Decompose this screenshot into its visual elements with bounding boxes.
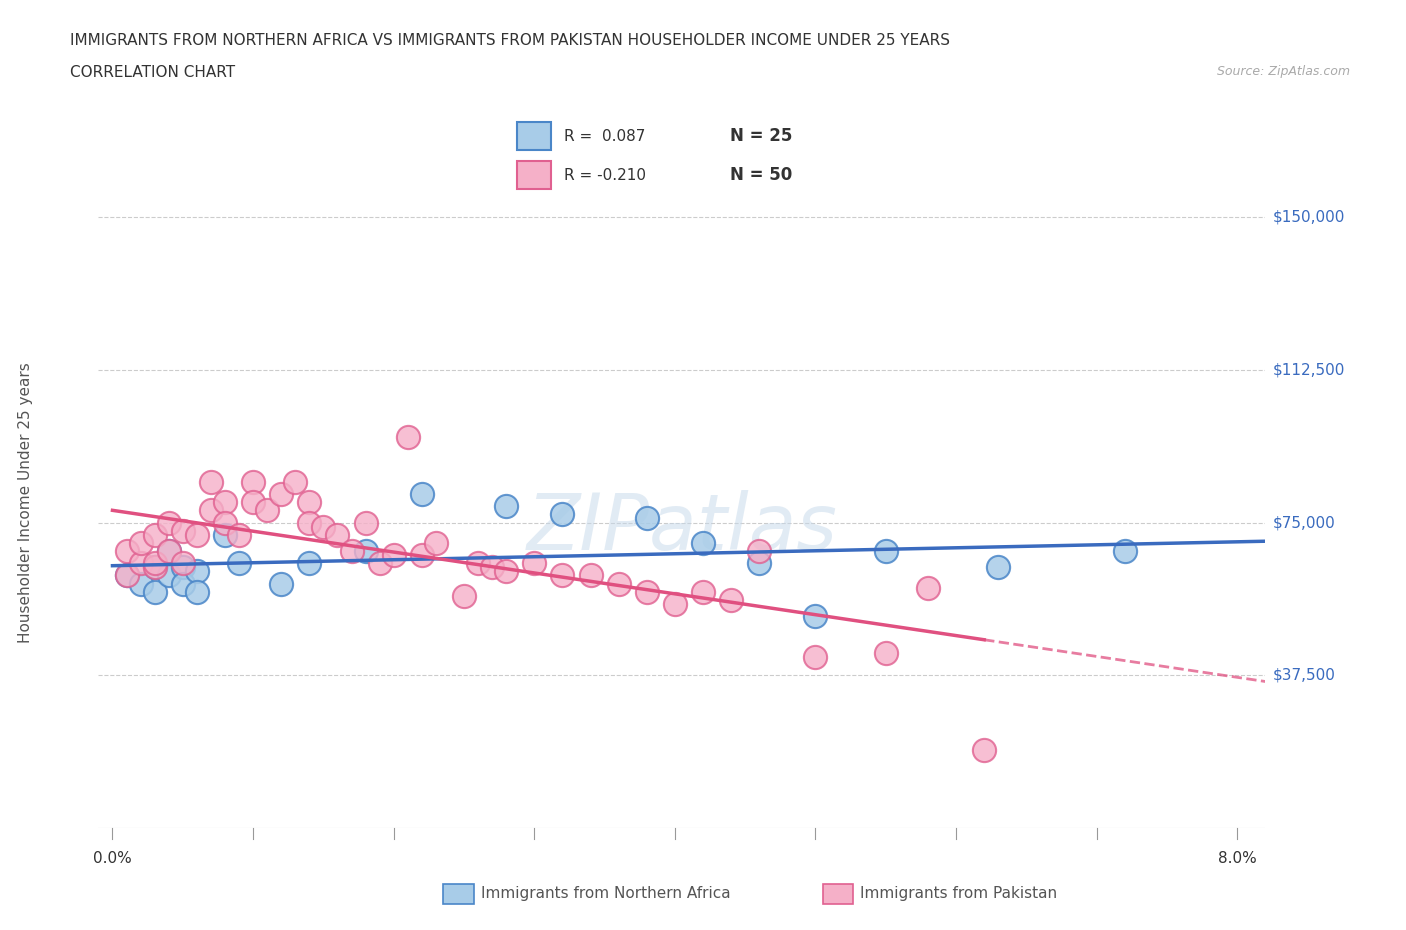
Point: [748, 543, 770, 558]
Point: [495, 564, 517, 578]
Point: [382, 548, 405, 563]
Point: [200, 474, 222, 489]
Point: [987, 560, 1010, 575]
Point: [228, 527, 250, 542]
Point: [157, 568, 180, 583]
Text: ZIPatlas: ZIPatlas: [526, 490, 838, 566]
Point: [186, 564, 208, 578]
Text: Householder Income Under 25 years: Householder Income Under 25 years: [18, 362, 32, 643]
Point: [172, 560, 194, 575]
Point: [804, 609, 827, 624]
Point: [579, 568, 602, 583]
Point: [453, 589, 475, 604]
Point: [242, 495, 264, 510]
Point: [875, 645, 897, 660]
Point: [607, 576, 630, 591]
Point: [228, 556, 250, 571]
Text: N = 25: N = 25: [730, 127, 792, 145]
Text: 8.0%: 8.0%: [1218, 851, 1257, 866]
Point: [636, 584, 658, 599]
Point: [143, 560, 166, 575]
Point: [551, 507, 574, 522]
Point: [636, 512, 658, 526]
Point: [368, 556, 391, 571]
Point: [214, 495, 236, 510]
Point: [143, 527, 166, 542]
Bar: [517, 161, 551, 190]
Point: [129, 576, 152, 591]
Point: [298, 495, 321, 510]
Point: [284, 474, 307, 489]
Point: [115, 568, 138, 583]
Point: [214, 527, 236, 542]
Point: [354, 515, 377, 530]
Point: [551, 568, 574, 583]
Point: [973, 743, 995, 758]
Point: [664, 596, 686, 611]
Text: 0.0%: 0.0%: [93, 851, 132, 866]
Point: [692, 536, 714, 551]
Point: [467, 556, 489, 571]
Point: [157, 515, 180, 530]
Text: $37,500: $37,500: [1272, 668, 1336, 683]
Bar: [517, 122, 551, 151]
Point: [495, 498, 517, 513]
Text: Immigrants from Northern Africa: Immigrants from Northern Africa: [481, 886, 731, 901]
Point: [157, 543, 180, 558]
Point: [200, 503, 222, 518]
Text: Source: ZipAtlas.com: Source: ZipAtlas.com: [1216, 65, 1350, 78]
Point: [157, 543, 180, 558]
Point: [354, 543, 377, 558]
Point: [186, 527, 208, 542]
Text: $75,000: $75,000: [1272, 515, 1336, 530]
Point: [804, 649, 827, 664]
Point: [172, 576, 194, 591]
Point: [270, 576, 292, 591]
Point: [115, 543, 138, 558]
Point: [242, 474, 264, 489]
Point: [115, 568, 138, 583]
Point: [425, 536, 447, 551]
Point: [298, 556, 321, 571]
Point: [875, 543, 897, 558]
Point: [326, 527, 349, 542]
Point: [129, 556, 152, 571]
Text: R = -0.210: R = -0.210: [564, 167, 645, 182]
Text: Immigrants from Pakistan: Immigrants from Pakistan: [860, 886, 1057, 901]
Text: N = 50: N = 50: [730, 166, 792, 184]
Text: CORRELATION CHART: CORRELATION CHART: [70, 65, 235, 80]
Text: $112,500: $112,500: [1272, 363, 1344, 378]
Point: [186, 584, 208, 599]
Point: [720, 592, 742, 607]
Point: [917, 580, 939, 595]
Point: [312, 519, 335, 534]
Point: [748, 556, 770, 571]
Point: [481, 560, 503, 575]
Point: [143, 584, 166, 599]
Point: [298, 515, 321, 530]
Point: [523, 556, 546, 571]
Point: [692, 584, 714, 599]
Point: [340, 543, 363, 558]
Point: [411, 486, 433, 501]
Point: [129, 536, 152, 551]
Point: [1114, 543, 1136, 558]
Point: [411, 548, 433, 563]
Point: [143, 560, 166, 575]
Point: [143, 556, 166, 571]
Point: [172, 556, 194, 571]
Text: R =  0.087: R = 0.087: [564, 129, 645, 144]
Text: $150,000: $150,000: [1272, 210, 1344, 225]
Point: [214, 515, 236, 530]
Point: [396, 430, 419, 445]
Point: [270, 486, 292, 501]
Point: [172, 524, 194, 538]
Point: [256, 503, 278, 518]
Text: IMMIGRANTS FROM NORTHERN AFRICA VS IMMIGRANTS FROM PAKISTAN HOUSEHOLDER INCOME U: IMMIGRANTS FROM NORTHERN AFRICA VS IMMIG…: [70, 33, 950, 47]
